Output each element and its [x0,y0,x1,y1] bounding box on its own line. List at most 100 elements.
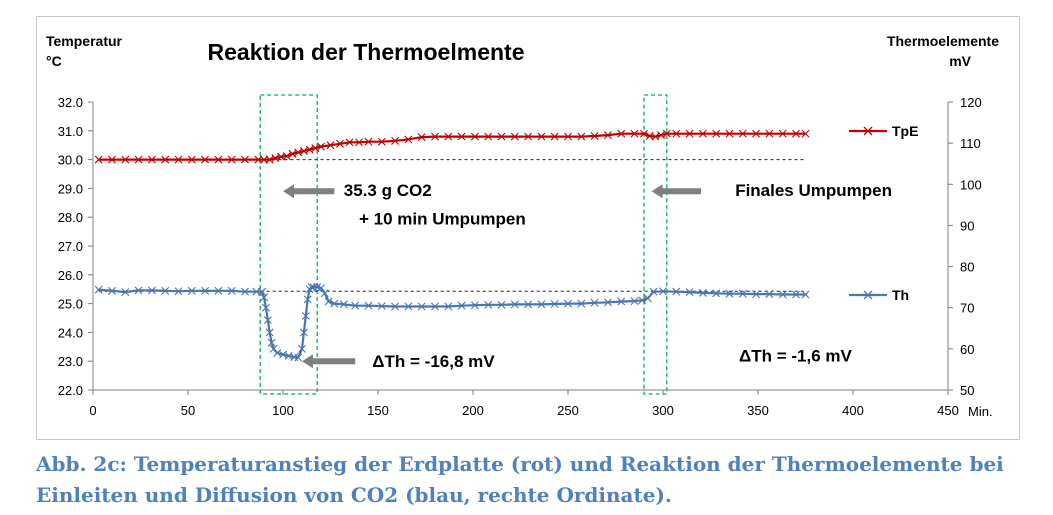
data-point-th [121,288,130,297]
data-point-tpe [738,129,747,138]
data-point-th [377,302,386,311]
y-right-tick-label: 50 [960,383,974,398]
y-left-tick-label: 29.0 [58,181,83,196]
x-tick-label: 150 [367,403,389,418]
data-point-th [524,300,533,309]
data-point-th [364,301,373,310]
data-point-th [174,287,183,296]
data-point-tpe [590,131,599,140]
data-point-th [417,302,426,311]
data-point-th [108,286,116,295]
annotation-arrow-co2 [283,184,335,199]
data-point-th [404,302,413,311]
data-point-th [630,297,639,306]
y-right-tick-label: 60 [960,342,974,357]
data-point-tpe [254,155,263,164]
legend-label-th: Th [892,287,909,303]
data-point-th [307,283,316,292]
annotation-arrow-final [651,184,701,199]
data-point-tpe [630,129,639,138]
data-point-tpe [725,129,734,138]
data-point-th [214,286,223,295]
data-point-tpe [282,152,291,161]
data-point-th [309,283,318,292]
data-point-tpe [801,129,810,138]
y-left-label-line2: °C [46,53,62,69]
data-point-th [564,299,572,308]
data-point-tpe [778,129,787,138]
data-point-th [778,290,787,299]
chart-figure: Reaktion der Thermoelmente Temperatur °C… [36,16,1020,440]
data-point-th [537,300,546,309]
data-point-th [324,297,333,306]
data-point-th [299,328,308,337]
data-point-th [685,288,694,297]
annotation-co2-line1: 35.3 g CO2 [344,181,432,200]
data-point-th [603,298,612,307]
data-point-th [643,294,652,303]
data-point-tpe [108,155,116,164]
data-point-th [330,299,339,308]
y-left-tick-label: 31.0 [58,124,83,139]
y-left-tick-label: 25.0 [58,297,83,312]
data-point-tpe [712,129,721,138]
series-line-tpe [98,132,806,161]
data-point-tpe [603,131,612,140]
y-left-tick-label: 26.0 [58,268,83,283]
data-point-tpe [698,129,707,138]
data-point-tpe [510,132,519,141]
data-point-tpe [537,132,546,141]
data-point-th [298,344,306,353]
data-point-th [301,311,310,320]
legend-label-tpe: TpE [892,123,918,139]
data-point-th [227,286,236,295]
data-point-th [351,301,360,310]
y-right-tick-label: 70 [960,301,974,316]
data-point-tpe [550,132,559,141]
data-point-th [510,300,519,309]
data-point-th [725,289,734,298]
data-point-th [267,338,276,347]
data-point-tpe [640,129,648,138]
y-right-tick-label: 110 [960,136,981,151]
x-tick-label: 300 [652,403,674,418]
data-point-tpe [317,142,325,151]
data-point-th [698,288,707,297]
annotation-delta-th-1: ΔTh = -16,8 mV [372,352,495,371]
data-point-th [273,348,282,357]
y-left-tick-label: 22.0 [58,383,83,398]
x-tick-label: 450 [937,403,959,418]
data-point-tpe [792,129,800,138]
data-point-tpe [564,132,572,141]
data-point-th [261,303,270,312]
highlight-boxes [259,94,668,395]
y-left-tick-label: 27.0 [58,239,83,254]
data-point-th [320,289,329,298]
y-left-label-line1: Temperatur [46,33,123,49]
y-left-tick-label: 23.0 [58,354,83,369]
data-point-tpe [227,155,236,164]
data-point-tpe [685,129,694,138]
data-point-tpe [201,155,210,164]
x-tick-label: 200 [462,403,484,418]
data-point-th [339,300,348,309]
highlight-box [643,94,668,395]
y-right-tick-label: 80 [960,260,974,275]
data-point-tpe [457,132,466,141]
data-point-tpe [345,138,354,147]
y-left-tick-label: 32.0 [58,95,83,110]
data-point-tpe [752,129,761,138]
data-point-th [303,295,312,304]
annotation-arrow-delta-th [302,354,356,369]
chart-svg: Reaktion der Thermoelmente Temperatur °C… [46,33,999,419]
data-point-th [617,297,626,306]
y-right-tick-label: 100 [960,177,982,192]
x-tick-label: 0 [89,403,96,418]
legend-line-tpe [849,126,887,136]
data-point-th [161,286,170,295]
data-point-th [187,286,196,295]
data-point-tpe [336,139,344,148]
data-point-tpe [524,132,533,141]
data-point-th [738,289,747,298]
x-tick-label: 50 [181,403,195,418]
